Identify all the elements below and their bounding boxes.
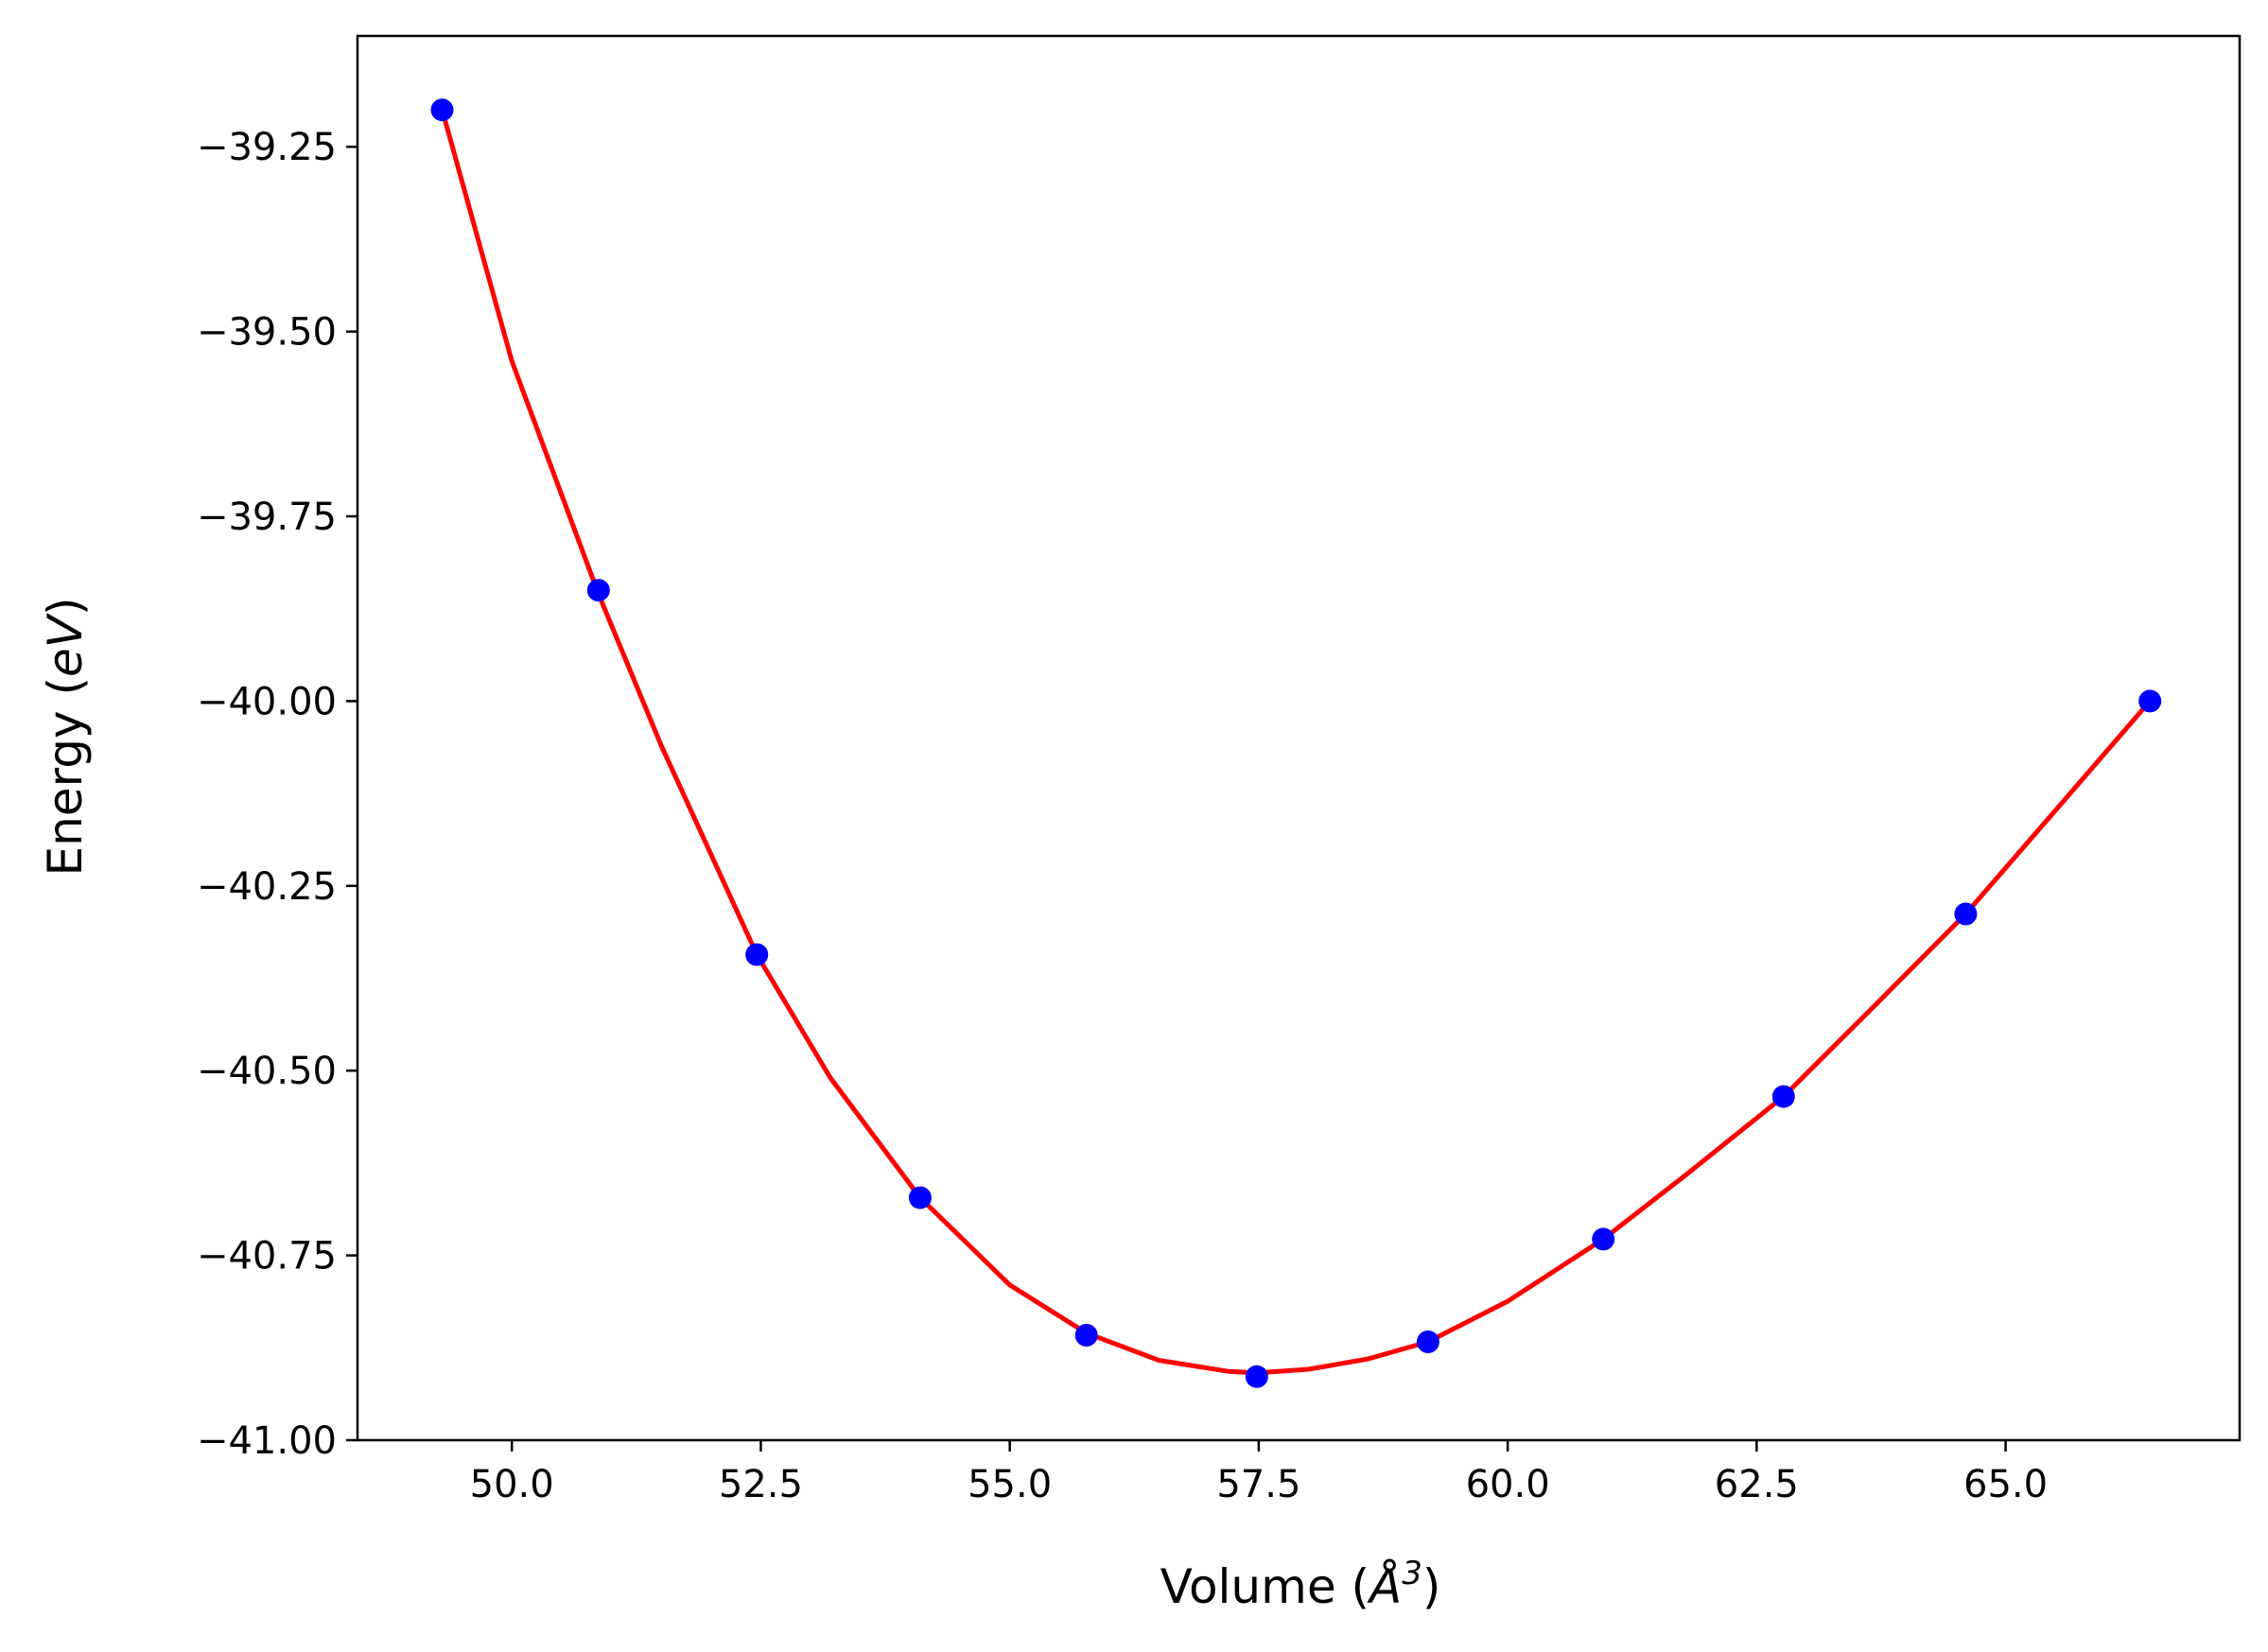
y-axis: −41.00 −40.75 −40.50 −40.25 −40.00 −39.75 −39.… [197,126,358,1463]
x-axis-label: Volume (Å3) [1160,1555,1441,1614]
x-axis-label-prefix: Volume ( [1160,1559,1370,1614]
y-axis-label-prefix: Energy ( [38,677,93,876]
data-point [2138,689,2162,713]
data-point [1245,1365,1268,1388]
data-point [745,943,769,966]
data-point [908,1186,932,1209]
y-tick-label: −40.00 [197,680,337,723]
data-point [586,579,610,602]
data-point [1771,1085,1795,1108]
y-tick-label: −41.00 [197,1419,337,1463]
y-tick-label: −40.75 [197,1235,337,1278]
y-tick-label: −40.50 [197,1050,337,1093]
x-tick-label: 55.0 [968,1463,1052,1506]
x-tick-label: 50.0 [470,1463,554,1506]
x-tick-label: 65.0 [1963,1463,2048,1506]
data-point [1416,1330,1439,1353]
y-axis-label-suffix: ) [38,598,93,617]
y-axis-label: Energy (eV) [38,598,93,877]
x-axis-label-superscript: 3 [1402,1555,1422,1592]
x-tick-label: 57.5 [1216,1463,1300,1506]
y-axis-label-unit: eV [38,612,93,677]
data-point [1592,1227,1615,1251]
data-point [1074,1324,1098,1347]
x-tick-label: 62.5 [1715,1463,1799,1506]
x-axis: 50.0 52.5 55.0 57.5 60.0 62.5 65.0 [470,1440,2048,1506]
x-tick-label: 52.5 [719,1463,803,1506]
x-axis-label-symbol: Å [1367,1559,1402,1614]
x-tick-label: 60.0 [1466,1463,1550,1506]
y-tick-label: −39.25 [197,126,337,169]
y-tick-label: −39.75 [197,496,337,539]
data-points-layer [430,98,2162,1388]
x-axis-label-suffix: ) [1422,1559,1441,1614]
y-tick-label: −39.50 [197,311,337,355]
data-point [1954,902,1978,926]
y-tick-label: −40.25 [197,865,337,909]
plot-frame [356,34,2242,1442]
data-point [430,98,454,122]
